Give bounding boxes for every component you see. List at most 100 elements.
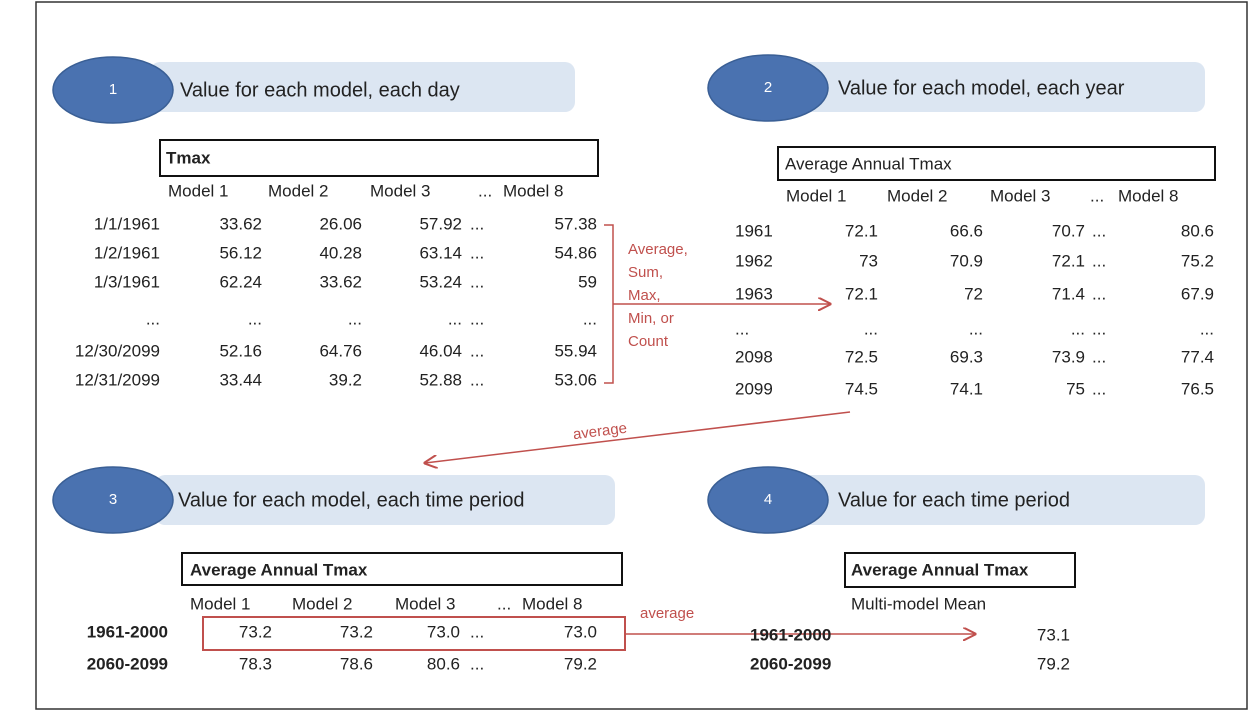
- row-label: 1963: [735, 284, 773, 303]
- cell: ...: [448, 309, 462, 328]
- cell: 70.9: [950, 251, 983, 270]
- row-label: 2060-2099: [87, 654, 168, 673]
- table-title-box: [777, 146, 1216, 181]
- column-header: Model 8: [503, 181, 563, 200]
- row-label: 1/1/1961: [94, 214, 160, 233]
- cell: ...: [1092, 319, 1106, 338]
- cell: ...: [583, 309, 597, 328]
- cell: ...: [470, 214, 484, 233]
- column-header: ...: [478, 181, 492, 200]
- cell: 80.6: [427, 654, 460, 673]
- row-label: ...: [146, 309, 160, 328]
- table-title: Tmax: [166, 148, 211, 167]
- cell: ...: [470, 370, 484, 389]
- table-title-box: [181, 552, 623, 586]
- arrow: [425, 411, 851, 463]
- cell: 57.92: [419, 214, 462, 233]
- step-number: 3: [109, 491, 117, 508]
- frame: [35, 1, 1248, 710]
- cell: 69.3: [950, 347, 983, 366]
- cell: 72.5: [845, 347, 878, 366]
- cell: 77.4: [1181, 347, 1214, 366]
- cell: ...: [470, 272, 484, 291]
- step-badge: [52, 466, 174, 534]
- cell: 73.2: [239, 622, 272, 641]
- row-label: 1961-2000: [87, 622, 168, 641]
- annotation: Sum,: [628, 264, 663, 281]
- cell: 33.62: [219, 214, 262, 233]
- column-header: Multi-model Mean: [851, 594, 986, 613]
- cell: 52.16: [219, 341, 262, 360]
- row-label: ...: [735, 319, 749, 338]
- cell: ...: [1092, 221, 1106, 240]
- cell: 78.3: [239, 654, 272, 673]
- row-label: 1/3/1961: [94, 272, 160, 291]
- step-badge: [707, 466, 829, 534]
- cell: ...: [1092, 251, 1106, 270]
- cell: ...: [470, 654, 484, 673]
- table-title: Average Annual Tmax: [190, 560, 368, 579]
- column-header: Model 1: [786, 186, 846, 205]
- annotation: Min, or: [628, 310, 674, 327]
- cell: 63.14: [419, 243, 462, 262]
- column-header: Model 1: [168, 181, 228, 200]
- column-header: Model 8: [1118, 186, 1178, 205]
- cell: 73.9: [1052, 347, 1085, 366]
- column-header: Model 1: [190, 594, 250, 613]
- column-header: Model 2: [292, 594, 352, 613]
- cell: 73.0: [427, 622, 460, 641]
- cell: 70.7: [1052, 221, 1085, 240]
- step-badge: [707, 54, 829, 122]
- cell: 78.6: [340, 654, 373, 673]
- cell: 53.24: [419, 272, 462, 291]
- cell: ...: [470, 309, 484, 328]
- row-label: 1962: [735, 251, 773, 270]
- cell: ...: [864, 319, 878, 338]
- table-title-box: [844, 552, 1076, 588]
- step-label: Value for each model, each year: [838, 77, 1125, 99]
- table-title: Average Annual Tmax: [851, 560, 1029, 579]
- cell: 72.1: [845, 221, 878, 240]
- cell: 33.44: [219, 370, 262, 389]
- cell: ...: [348, 309, 362, 328]
- step-number: 4: [764, 491, 772, 508]
- cell: ...: [1092, 284, 1106, 303]
- row-label: 2060-2099: [750, 654, 831, 673]
- cell: 79.2: [564, 654, 597, 673]
- row-label: 2098: [735, 347, 773, 366]
- row-label: 12/31/2099: [75, 370, 160, 389]
- step-label: Value for each time period: [838, 489, 1070, 511]
- column-header: Model 8: [522, 594, 582, 613]
- cell: ...: [1092, 379, 1106, 398]
- column-header: Model 3: [370, 181, 430, 200]
- cell: 67.9: [1181, 284, 1214, 303]
- cell: ...: [248, 309, 262, 328]
- step-box: [800, 62, 1205, 112]
- cell: 73: [859, 251, 878, 270]
- cell: 75: [1066, 379, 1085, 398]
- cell: 72.1: [1052, 251, 1085, 270]
- cell: ...: [1200, 319, 1214, 338]
- cell: 72: [964, 284, 983, 303]
- column-header: ...: [1090, 186, 1104, 205]
- annotation: Max,: [628, 287, 661, 304]
- cell: 46.04: [419, 341, 462, 360]
- cell: 53.06: [554, 370, 597, 389]
- cell: 39.2: [329, 370, 362, 389]
- cell: 74.1: [950, 379, 983, 398]
- cell: 71.4: [1052, 284, 1085, 303]
- cell: 73.1: [1037, 625, 1070, 644]
- cell: ...: [470, 622, 484, 641]
- column-header: Model 3: [395, 594, 455, 613]
- cell: 76.5: [1181, 379, 1214, 398]
- column-header: Model 2: [268, 181, 328, 200]
- cell: 79.2: [1037, 654, 1070, 673]
- cell: 54.86: [554, 243, 597, 262]
- step-number: 1: [109, 81, 117, 98]
- row-label: 1961: [735, 221, 773, 240]
- cell: 72.1: [845, 284, 878, 303]
- row-label: 12/30/2099: [75, 341, 160, 360]
- cell: 33.62: [319, 272, 362, 291]
- step-box: [800, 475, 1205, 525]
